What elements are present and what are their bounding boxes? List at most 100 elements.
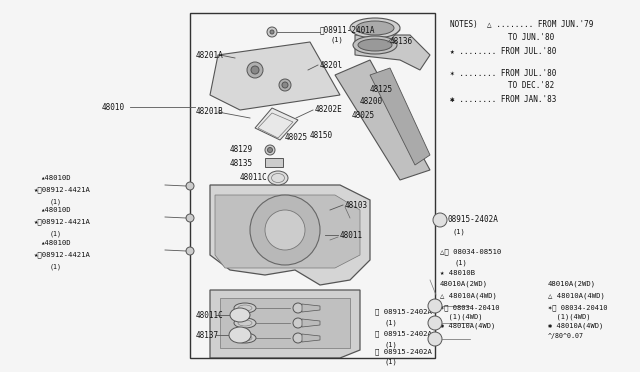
Ellipse shape — [234, 333, 256, 343]
Text: M: M — [435, 217, 439, 223]
Circle shape — [279, 79, 291, 91]
Circle shape — [293, 333, 303, 343]
Circle shape — [267, 27, 277, 37]
Text: 48202E: 48202E — [315, 106, 343, 115]
Circle shape — [186, 247, 194, 255]
Text: 48011C: 48011C — [240, 173, 268, 183]
Text: (1): (1) — [330, 37, 343, 43]
Text: ▴48010D: ▴48010D — [40, 240, 70, 246]
Text: ★ⓝ08912-4421A: ★ⓝ08912-4421A — [34, 187, 91, 193]
Text: (1): (1) — [385, 342, 397, 348]
Text: 48137: 48137 — [196, 330, 219, 340]
Text: ▴48010D: ▴48010D — [40, 207, 70, 213]
Polygon shape — [255, 108, 298, 140]
Polygon shape — [302, 319, 320, 327]
Ellipse shape — [234, 303, 256, 313]
Text: Ⓜ 08915-2402A: Ⓜ 08915-2402A — [375, 331, 432, 337]
Text: 48125: 48125 — [370, 86, 393, 94]
Bar — [190, 13, 435, 358]
Text: △ 48010A(4WD): △ 48010A(4WD) — [440, 293, 497, 299]
Text: 48129: 48129 — [230, 145, 253, 154]
Text: ✶ ........ FROM JUL.'80: ✶ ........ FROM JUL.'80 — [450, 68, 556, 77]
Text: △Ⓑ 08034-08510: △Ⓑ 08034-08510 — [440, 249, 501, 255]
Text: 48010A(2WD): 48010A(2WD) — [548, 281, 596, 287]
Text: ★ 48010B: ★ 48010B — [440, 270, 475, 276]
Text: W: W — [430, 304, 434, 308]
Text: ★ⓝ08912-4421A: ★ⓝ08912-4421A — [34, 252, 91, 258]
Circle shape — [250, 195, 320, 265]
Text: ▴48010D: ▴48010D — [40, 175, 70, 181]
Text: 48025: 48025 — [285, 134, 308, 142]
Circle shape — [268, 148, 273, 153]
Text: (1): (1) — [385, 359, 397, 365]
Text: ✶Ⓑ 08034-20410: ✶Ⓑ 08034-20410 — [440, 305, 499, 311]
Text: 48135: 48135 — [230, 158, 253, 167]
Ellipse shape — [229, 327, 251, 343]
Bar — [265, 158, 283, 167]
Text: 48025: 48025 — [352, 110, 375, 119]
Text: TO JUN.'80: TO JUN.'80 — [508, 33, 554, 42]
Text: ✱ 48010A(4WD): ✱ 48010A(4WD) — [548, 323, 604, 329]
Text: 08915-2402A: 08915-2402A — [448, 215, 499, 224]
Ellipse shape — [350, 18, 400, 38]
Text: 4820l: 4820l — [320, 61, 343, 70]
Text: (1): (1) — [50, 199, 62, 205]
Text: 48201A: 48201A — [196, 51, 224, 60]
Text: 48200: 48200 — [360, 97, 383, 106]
Text: 48010: 48010 — [102, 103, 125, 112]
Circle shape — [251, 66, 259, 74]
Text: Ⓜ 08915-2402A: Ⓜ 08915-2402A — [375, 349, 432, 355]
Text: (1): (1) — [455, 260, 468, 266]
Text: 48011C: 48011C — [196, 311, 224, 320]
Circle shape — [293, 303, 303, 313]
Circle shape — [428, 332, 442, 346]
Text: 48103: 48103 — [345, 201, 368, 209]
Text: ⓝ08911-2401A: ⓝ08911-2401A — [320, 26, 376, 35]
Ellipse shape — [356, 21, 394, 35]
Text: NOTES)  △ ........ FROM JUN.'79: NOTES) △ ........ FROM JUN.'79 — [450, 20, 593, 29]
Ellipse shape — [353, 36, 397, 54]
Circle shape — [265, 210, 305, 250]
Text: TO DEC.'82: TO DEC.'82 — [508, 81, 554, 90]
Polygon shape — [335, 60, 430, 180]
Text: W: W — [430, 321, 434, 326]
Text: 48201B: 48201B — [196, 108, 224, 116]
Ellipse shape — [358, 39, 392, 51]
Circle shape — [247, 62, 263, 78]
Text: (1): (1) — [452, 229, 465, 235]
Text: (1)(4WD): (1)(4WD) — [440, 314, 483, 320]
Text: (1): (1) — [385, 320, 397, 326]
Circle shape — [293, 318, 303, 328]
Ellipse shape — [268, 171, 288, 185]
Polygon shape — [355, 35, 430, 70]
Polygon shape — [215, 195, 360, 268]
Text: ✱ 48010A(4WD): ✱ 48010A(4WD) — [440, 323, 495, 329]
Text: ✶Ⓑ 08034-20410: ✶Ⓑ 08034-20410 — [548, 305, 607, 311]
Text: ★ⓝ08912-4421A: ★ⓝ08912-4421A — [34, 219, 91, 225]
Text: △ 48010A(4WD): △ 48010A(4WD) — [548, 293, 605, 299]
Text: ✱ ........ FROM JAN.'83: ✱ ........ FROM JAN.'83 — [450, 94, 556, 103]
Text: (1): (1) — [50, 264, 62, 270]
Text: (1): (1) — [50, 231, 62, 237]
Text: 48150: 48150 — [310, 131, 333, 140]
Ellipse shape — [234, 318, 256, 328]
Polygon shape — [370, 68, 430, 165]
Text: 48011: 48011 — [340, 231, 363, 240]
Circle shape — [282, 82, 288, 88]
Text: ^/80^0.07: ^/80^0.07 — [548, 333, 584, 339]
Ellipse shape — [230, 308, 250, 322]
Polygon shape — [210, 185, 370, 285]
Polygon shape — [210, 290, 360, 358]
Text: 48136: 48136 — [390, 38, 413, 46]
Text: (1)(4WD): (1)(4WD) — [548, 314, 591, 320]
Polygon shape — [302, 334, 320, 342]
Circle shape — [428, 299, 442, 313]
Circle shape — [433, 213, 447, 227]
Circle shape — [186, 182, 194, 190]
Circle shape — [270, 30, 274, 34]
Text: Ⓜ 08915-2402A: Ⓜ 08915-2402A — [375, 309, 432, 315]
Text: ★ ........ FROM JUL.'80: ★ ........ FROM JUL.'80 — [450, 48, 556, 57]
Polygon shape — [302, 304, 320, 312]
Polygon shape — [220, 298, 350, 348]
Text: 48010A(2WD): 48010A(2WD) — [440, 281, 488, 287]
